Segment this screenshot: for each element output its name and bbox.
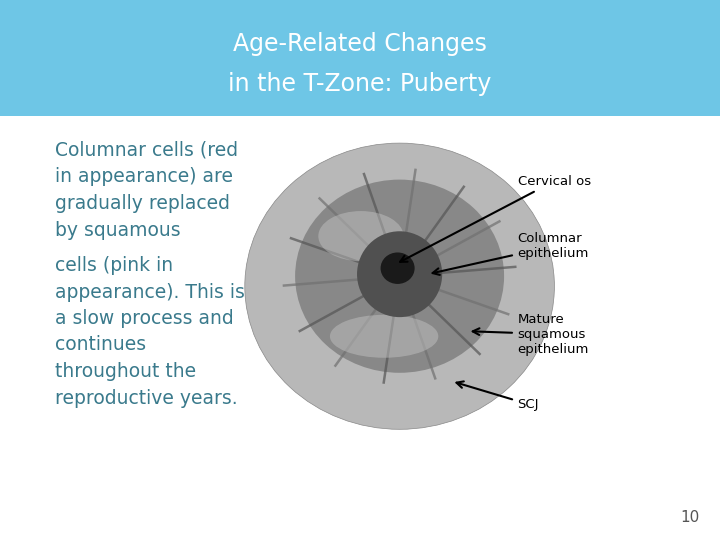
Bar bbox=[0, 0, 720, 116]
Ellipse shape bbox=[381, 253, 415, 284]
Text: in the T-Zone: Puberty: in the T-Zone: Puberty bbox=[228, 71, 492, 96]
Text: 10: 10 bbox=[680, 510, 700, 525]
Text: Cervical os: Cervical os bbox=[400, 175, 590, 262]
Text: Columnar cells (red
in appearance) are
gradually replaced
by squamous: Columnar cells (red in appearance) are g… bbox=[55, 141, 238, 240]
Ellipse shape bbox=[295, 180, 504, 373]
Text: Age-Related Changes: Age-Related Changes bbox=[233, 32, 487, 56]
Ellipse shape bbox=[318, 211, 403, 261]
Text: Columnar
epithelium: Columnar epithelium bbox=[433, 232, 589, 275]
Text: SCJ: SCJ bbox=[456, 381, 539, 411]
Text: Mature
squamous
epithelium: Mature squamous epithelium bbox=[473, 313, 589, 356]
Text: cells (pink in
appearance). This is
a slow process and
continues
throughout the
: cells (pink in appearance). This is a sl… bbox=[55, 256, 245, 408]
Ellipse shape bbox=[245, 143, 554, 429]
Ellipse shape bbox=[330, 315, 438, 358]
Ellipse shape bbox=[357, 231, 442, 317]
